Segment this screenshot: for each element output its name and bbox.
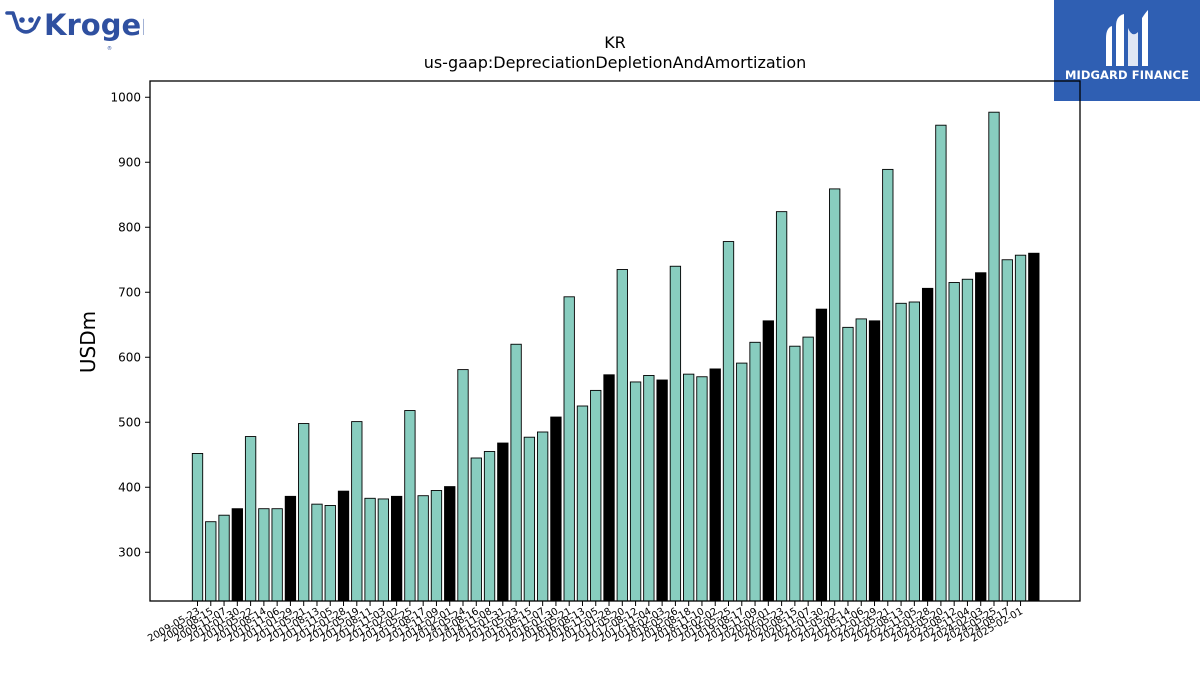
bar-2012-05-19 — [351, 421, 363, 602]
y-axis: 300 400 500 600 700 800 900 1000 — [110, 90, 150, 559]
bar-2020-05-23 — [775, 211, 788, 602]
bar-2015-08-15 — [523, 436, 536, 602]
bar-2023-05-20 — [935, 124, 947, 602]
midgard-finance-logo: MIDGARD FINANCE — [1054, 0, 1200, 101]
bar-2016-08-13 — [576, 405, 589, 602]
bar-2025-02-01 — [1014, 254, 1027, 602]
bar-2021-11-06 — [855, 318, 867, 602]
bar-2018-08-18 — [683, 373, 695, 602]
bar-2016-01-30 — [550, 416, 562, 602]
y-tick-label: 600 — [118, 350, 141, 364]
bar-2017-01-28 — [603, 374, 615, 602]
kroger-wordmark: Kroger — [44, 8, 144, 42]
bar-2024-05-25 — [988, 111, 1000, 602]
bar-2021-08-14 — [842, 326, 854, 602]
bar-2014-08-16 — [470, 457, 482, 602]
bar-2019-08-17 — [736, 362, 748, 602]
y-tick-label: 300 — [118, 545, 141, 559]
bar-2021-01-30 — [815, 308, 828, 602]
bar-2010-05-22 — [244, 436, 257, 602]
bar-2018-11-10 — [696, 376, 708, 602]
bar-2024-02-03 — [975, 272, 987, 602]
bar-2018-02-03 — [656, 379, 668, 602]
bar-2010-08-14 — [258, 508, 270, 602]
bar-undefined — [1028, 252, 1040, 602]
y-axis-label: USDm — [76, 311, 100, 373]
bar-2022-08-13 — [895, 302, 907, 602]
bar-2020-08-15 — [789, 345, 801, 602]
bar-2017-05-20 — [616, 269, 628, 602]
bar-2013-08-17 — [417, 495, 429, 602]
bar-2009-11-07 — [218, 514, 230, 602]
bar-2014-02-01 — [444, 486, 456, 602]
bar-2019-05-25 — [722, 241, 735, 602]
bar-2016-05-21 — [563, 296, 575, 602]
bar-2009-08-15 — [205, 521, 217, 602]
bar-2019-02-02 — [709, 368, 721, 602]
bar-2022-11-05 — [908, 301, 921, 602]
chart-subtitle: us-gaap:DepreciationDepletionAndAmortiza… — [424, 53, 807, 72]
bar-2009-05-23 — [191, 453, 204, 602]
plot-frame — [149, 80, 1081, 602]
bar-2018-05-26 — [669, 265, 682, 602]
bar-2014-11-08 — [483, 451, 496, 602]
y-tick-label: 800 — [118, 220, 141, 234]
bar-2012-08-11 — [364, 497, 376, 602]
bar-2015-11-07 — [537, 431, 549, 602]
registered-mark: ® — [107, 45, 112, 52]
bar-2013-11-09 — [430, 490, 443, 602]
midgard-mark-icon — [1106, 10, 1148, 66]
bar-2022-01-29 — [868, 320, 881, 602]
bar-2012-01-28 — [337, 490, 350, 602]
bar-2013-02-02 — [390, 495, 403, 602]
bar-2022-05-21 — [882, 168, 894, 602]
bar-2015-05-23 — [510, 343, 522, 602]
bar-2011-11-05 — [324, 505, 336, 602]
bar-2011-08-13 — [311, 503, 323, 602]
y-tick-label: 700 — [118, 285, 141, 299]
bar-2019-11-09 — [749, 341, 761, 602]
bar-2010-11-06 — [271, 508, 283, 602]
midgard-wordmark: MIDGARD FINANCE — [1064, 68, 1190, 82]
bar-2013-05-25 — [404, 410, 416, 602]
bar-2011-05-21 — [298, 423, 310, 602]
y-tick-label: 500 — [118, 415, 141, 429]
bar-series — [191, 111, 1040, 602]
kroger-logo: Kroger ® — [5, 8, 144, 52]
bar-2012-11-03 — [377, 498, 389, 602]
bar-2014-05-24 — [457, 369, 469, 602]
bar-2024-08-17 — [1001, 259, 1013, 602]
y-tick-label: 1000 — [110, 90, 141, 104]
bar-2021-05-22 — [829, 188, 841, 602]
bar-2023-08-12 — [948, 282, 960, 602]
chart-title: KR — [604, 33, 626, 52]
bar-2017-11-04 — [643, 375, 655, 602]
x-axis: 2009-05-232009-08-152009-11-072010-01-30… — [146, 601, 1025, 645]
bar-2023-01-28 — [921, 287, 934, 602]
bar-2020-02-01 — [762, 320, 774, 602]
y-tick-label: 400 — [118, 480, 141, 494]
bar-2010-01-30 — [231, 508, 243, 602]
bar-2023-11-04 — [961, 278, 974, 602]
y-tick-label: 900 — [118, 155, 141, 169]
bar-2017-08-12 — [629, 381, 642, 602]
bar-2020-11-07 — [802, 336, 814, 602]
kroger-cart-icon — [5, 11, 41, 34]
bar-2016-11-05 — [590, 389, 602, 602]
bar-2015-01-31 — [497, 442, 509, 602]
bar-2011-01-29 — [284, 495, 297, 602]
